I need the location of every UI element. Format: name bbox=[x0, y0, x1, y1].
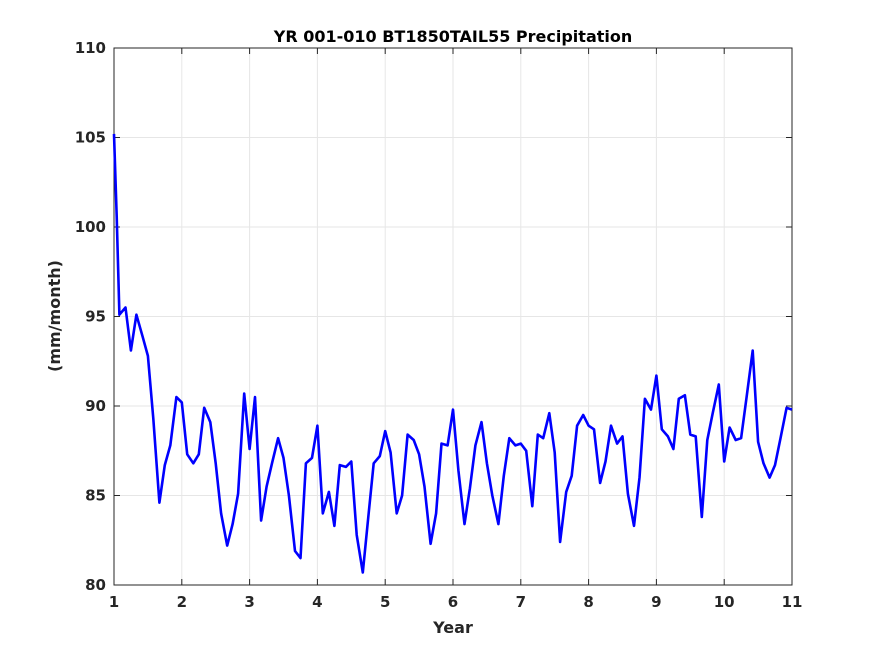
chart-title: YR 001-010 BT1850TAIL55 Precipitation bbox=[273, 27, 633, 46]
x-tick-label: 2 bbox=[177, 593, 187, 611]
x-tick-label: 7 bbox=[516, 593, 526, 611]
y-axis-label: (mm/month) bbox=[45, 260, 64, 372]
x-axis-label: Year bbox=[432, 618, 473, 637]
x-tick-label: 5 bbox=[380, 593, 390, 611]
x-tick-label: 9 bbox=[651, 593, 661, 611]
x-tick-label: 1 bbox=[109, 593, 119, 611]
y-tick-label: 80 bbox=[85, 576, 106, 594]
y-tick-label: 95 bbox=[85, 308, 106, 326]
x-axis: 1 2 3 4 5 6 7 8 9 10 11 bbox=[109, 48, 803, 611]
y-axis: 80 85 90 95 100 105 110 bbox=[75, 39, 792, 594]
grid-lines bbox=[113, 47, 793, 586]
y-tick-label: 105 bbox=[75, 129, 106, 147]
x-tick-label: 11 bbox=[782, 593, 803, 611]
y-tick-label: 110 bbox=[75, 39, 106, 57]
y-tick-label: 90 bbox=[85, 397, 106, 415]
x-tick-label: 10 bbox=[714, 593, 735, 611]
x-tick-label: 3 bbox=[244, 593, 254, 611]
precipitation-series-line bbox=[112, 133, 793, 574]
y-tick-label: 85 bbox=[85, 487, 106, 505]
x-tick-label: 4 bbox=[312, 593, 322, 611]
x-tick-label: 6 bbox=[448, 593, 458, 611]
x-tick-label: 8 bbox=[583, 593, 593, 611]
y-tick-label: 100 bbox=[75, 218, 106, 236]
